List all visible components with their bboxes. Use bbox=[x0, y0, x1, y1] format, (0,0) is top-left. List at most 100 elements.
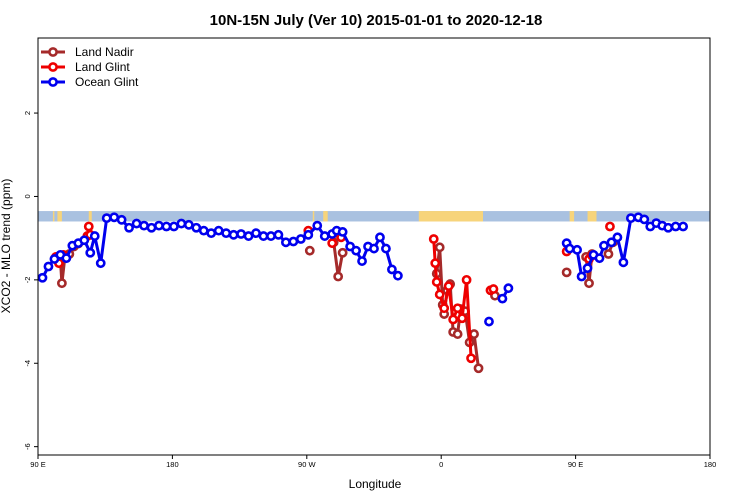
data-point bbox=[678, 221, 689, 232]
series-line bbox=[332, 242, 345, 278]
data-point bbox=[488, 284, 499, 294]
data-point bbox=[469, 329, 479, 339]
data-point bbox=[503, 283, 514, 294]
ocean-band bbox=[38, 211, 710, 222]
data-point bbox=[439, 303, 450, 314]
data-point bbox=[381, 243, 391, 254]
data-point bbox=[327, 238, 338, 249]
data-point bbox=[564, 243, 575, 254]
legend-label: Ocean Glint bbox=[75, 75, 139, 89]
data-point bbox=[639, 214, 650, 225]
data-point bbox=[663, 222, 674, 233]
data-point bbox=[443, 281, 454, 292]
data-point bbox=[319, 231, 330, 241]
data-point bbox=[461, 274, 472, 285]
data-point bbox=[146, 222, 157, 233]
data-point bbox=[213, 225, 224, 236]
x-tick-label: 0 bbox=[439, 460, 443, 469]
land-band bbox=[418, 211, 484, 222]
x-axis-label: Longitude bbox=[349, 477, 402, 491]
y-axis-label: XCO2 - MLO trend (ppm) bbox=[0, 179, 13, 314]
data-point bbox=[333, 271, 344, 282]
data-point bbox=[466, 353, 476, 364]
data-point bbox=[448, 314, 459, 325]
land-band bbox=[569, 211, 575, 222]
data-point bbox=[351, 245, 361, 256]
series-land-glint bbox=[51, 221, 615, 364]
legend-label: Land Nadir bbox=[75, 45, 134, 59]
land-band bbox=[52, 211, 55, 222]
legend-item: Ocean Glint bbox=[41, 75, 139, 89]
data-point bbox=[452, 329, 463, 339]
data-point bbox=[312, 220, 323, 231]
data-point bbox=[131, 218, 142, 229]
x-axis: 90 E 180 90 W 0 90 E 180 bbox=[30, 455, 716, 469]
data-point bbox=[603, 249, 614, 259]
data-point bbox=[357, 256, 367, 266]
data-point bbox=[670, 221, 681, 232]
data-point bbox=[428, 234, 439, 244]
data-point bbox=[612, 232, 623, 243]
data-point bbox=[618, 257, 629, 268]
data-point bbox=[337, 247, 348, 258]
data-point bbox=[605, 221, 615, 232]
data-point bbox=[183, 219, 194, 230]
data-point bbox=[101, 213, 112, 224]
y-tick-label: -4 bbox=[23, 360, 32, 367]
data-point bbox=[206, 228, 217, 239]
data-point bbox=[251, 228, 261, 239]
y-tick-label: -6 bbox=[23, 443, 32, 450]
data-point bbox=[109, 212, 120, 223]
legend-item: Land Glint bbox=[41, 60, 130, 74]
data-point bbox=[161, 221, 172, 232]
data-point bbox=[273, 229, 284, 240]
data-point bbox=[452, 303, 463, 314]
data-point bbox=[124, 222, 134, 233]
data-point bbox=[457, 313, 468, 324]
legend-label: Land Glint bbox=[75, 60, 130, 74]
data-point bbox=[258, 231, 269, 241]
data-point bbox=[303, 229, 314, 240]
data-point bbox=[288, 236, 299, 247]
legend-marker bbox=[48, 77, 58, 87]
data-point bbox=[228, 229, 239, 240]
data-point bbox=[56, 278, 67, 289]
data-point bbox=[625, 213, 636, 224]
y-tick-label: 0 bbox=[23, 194, 32, 198]
data-point bbox=[606, 237, 617, 248]
x-tick-label: 90 W bbox=[298, 460, 316, 469]
data-point bbox=[295, 234, 306, 244]
data-point bbox=[221, 228, 232, 239]
data-point bbox=[37, 272, 48, 283]
data-point bbox=[61, 253, 72, 264]
data-point bbox=[79, 235, 90, 246]
data-point bbox=[572, 244, 582, 255]
data-point bbox=[369, 243, 379, 254]
series-layer bbox=[37, 212, 689, 374]
series-ocean-glint bbox=[37, 212, 689, 327]
data-point bbox=[304, 245, 315, 256]
data-point bbox=[392, 270, 403, 281]
data-point bbox=[584, 278, 594, 289]
legend-marker bbox=[48, 47, 58, 57]
data-point bbox=[484, 316, 494, 327]
data-point bbox=[85, 247, 96, 258]
data-point bbox=[431, 277, 442, 287]
data-point bbox=[280, 237, 291, 248]
legend-item: Land Nadir bbox=[41, 45, 134, 59]
data-point bbox=[154, 220, 164, 231]
data-point bbox=[576, 271, 587, 282]
data-point bbox=[337, 227, 348, 237]
data-point bbox=[375, 232, 385, 243]
data-point bbox=[139, 220, 149, 231]
data-point bbox=[116, 214, 127, 225]
y-axis: -6 -4 -2 0 2 bbox=[23, 111, 38, 450]
data-point bbox=[387, 264, 397, 275]
land-band bbox=[587, 211, 597, 222]
data-point bbox=[266, 231, 276, 241]
x-tick-label: 90 E bbox=[568, 460, 583, 469]
data-point bbox=[236, 229, 246, 239]
land-band bbox=[312, 211, 315, 222]
